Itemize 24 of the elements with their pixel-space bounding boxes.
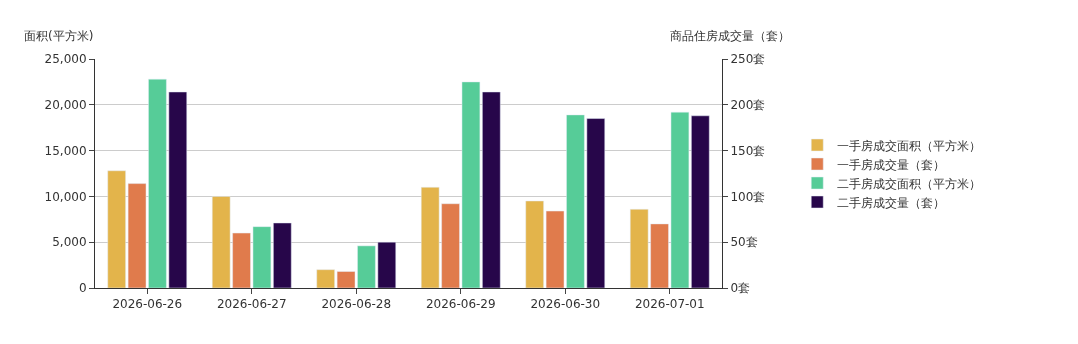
y2-axis-title: 商品住房成交量（套）: [670, 29, 790, 43]
y-tick-label: 20,000: [44, 98, 87, 112]
y2-tick-label: 0套: [730, 281, 751, 296]
legend-label: 二手房成交量（套）: [837, 195, 946, 210]
y2-tick-label: 100套: [730, 189, 766, 204]
y-tick-label: 0: [78, 281, 87, 296]
x-tick-label: 2026-07-01: [634, 297, 705, 312]
legend-label: 一手房成交面积（平方米）: [837, 138, 982, 153]
y-tick-label: 25,000: [44, 52, 87, 67]
legend-label: 一手房成交量（套）: [837, 157, 946, 172]
y2-tick-label: 250套: [730, 52, 766, 67]
x-tick-label: 2026-06-28: [321, 297, 392, 312]
legend-label: 二手房成交面积（平方米）: [837, 176, 982, 191]
x-tick-label: 2026-06-30: [530, 297, 601, 312]
y-tick-label: 10,000: [44, 189, 87, 204]
x-tick-label: 2026-06-29: [425, 297, 496, 312]
y2-tick-label: 50套: [730, 235, 758, 250]
x-tick-label: 2026-06-26: [112, 297, 183, 312]
y-tick-label: 5,000: [52, 235, 87, 250]
y-tick-label: 15,000: [44, 143, 87, 158]
y-axis-title: 面积(平方米): [24, 29, 94, 43]
y2-tick-label: 200套: [730, 98, 766, 112]
x-tick-label: 2026-06-27: [216, 297, 287, 312]
y2-tick-label: 150套: [730, 143, 766, 158]
